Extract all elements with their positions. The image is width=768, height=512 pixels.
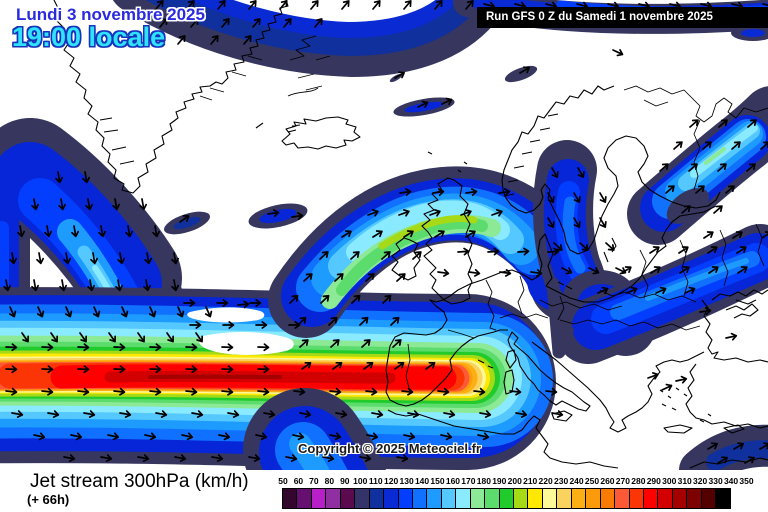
date-title: Lundi 3 novembre 2025	[16, 5, 205, 24]
scale-swatch-60	[296, 488, 312, 509]
scale-tick-270: 270	[615, 476, 630, 486]
forecast-step-label: (+ 66h)	[27, 492, 70, 507]
scale-tick-350: 350	[739, 476, 754, 486]
scale-tick-330: 330	[708, 476, 723, 486]
parameter-title: Jet stream 300hPa (km/h)	[30, 471, 249, 492]
scale-tick-150: 150	[430, 476, 445, 486]
ireland-coastline	[391, 237, 421, 281]
scale-swatch-230	[541, 488, 558, 509]
model-run-label: Run GFS 0 Z du Samedi 1 novembre 2025	[477, 7, 768, 28]
scale-tick-280: 280	[631, 476, 646, 486]
scale-tick-260: 260	[600, 476, 615, 486]
scale-tick-110: 110	[368, 476, 383, 486]
scale-swatch-120	[383, 488, 399, 509]
scale-swatch-350	[715, 488, 731, 509]
scale-swatch-300	[642, 488, 659, 509]
scale-swatch-280	[614, 488, 630, 509]
scale-tick-300: 300	[662, 476, 677, 486]
iceland-coastline	[281, 116, 361, 150]
aegean-islands	[659, 387, 745, 434]
scale-swatch-310	[657, 488, 673, 509]
scale-swatch-270	[599, 488, 616, 509]
scale-swatch-110	[368, 488, 385, 509]
scale-tick-120: 120	[384, 476, 399, 486]
scale-tick-230: 230	[554, 476, 569, 486]
scale-swatch-330	[686, 488, 702, 509]
denmark-islands	[557, 237, 617, 290]
scale-tick-70: 70	[309, 476, 319, 486]
scale-swatch-290	[628, 488, 644, 509]
scale-swatch-250	[570, 488, 587, 509]
scale-swatch-180	[469, 488, 486, 509]
scale-swatch-220	[527, 488, 543, 509]
local-time-title: 19:00 locale	[12, 22, 166, 52]
scale-tick-290: 290	[646, 476, 661, 486]
scale-tick-80: 80	[324, 476, 335, 486]
copyright-watermark: Copyright © 2025 Meteociel.fr	[298, 441, 481, 456]
scale-tick-160: 160	[445, 476, 461, 486]
scale-tick-220: 220	[538, 476, 553, 486]
scale-tick-190: 190	[492, 476, 507, 486]
scale-swatch-210	[513, 488, 529, 509]
jet-band-gaps	[187, 307, 294, 355]
scale-swatch-190	[484, 488, 500, 509]
turkey-coastline	[685, 363, 768, 429]
scale-swatch-50	[282, 488, 298, 509]
speed-scale-labels: 50 60 70 80 90 100 110 120 130 140 150 160 170 180 190…	[0, 476, 768, 486]
scandinavia-coastline	[501, 85, 721, 255]
north-africa-coastline	[387, 409, 768, 469]
scale-swatch-260	[585, 488, 601, 509]
scale-swatch-80	[325, 488, 341, 509]
scale-swatch-150	[426, 488, 442, 509]
scale-swatch-340	[700, 488, 717, 509]
scale-swatch-200	[498, 488, 514, 509]
scale-swatch-170	[455, 488, 471, 509]
scale-tick-140: 140	[414, 476, 430, 486]
scale-swatch-140	[411, 488, 428, 509]
scale-tick-200: 200	[507, 476, 522, 486]
scale-tick-60: 60	[293, 476, 304, 486]
scale-swatch-130	[397, 488, 413, 509]
scale-tick-170: 170	[461, 476, 476, 486]
faroe-islands	[427, 151, 468, 173]
europe-borders	[405, 85, 768, 393]
scale-tick-310: 310	[677, 476, 692, 486]
scale-swatch-90	[339, 488, 356, 509]
scale-swatch-160	[440, 488, 457, 509]
scale-swatch-320	[671, 488, 688, 509]
coastlines	[53, 0, 768, 469]
italy-coastline	[507, 331, 591, 412]
scale-tick-90: 90	[340, 476, 350, 486]
greenland-coastline	[53, 0, 289, 194]
scale-tick-240: 240	[569, 476, 584, 486]
scale-tick-180: 180	[476, 476, 491, 486]
speed-scale-colorbar	[282, 488, 731, 509]
scale-tick-320: 320	[693, 476, 708, 486]
scale-tick-250: 250	[584, 476, 600, 486]
blacksea-coastline	[701, 289, 768, 363]
scale-tick-210: 210	[523, 476, 538, 486]
uk-coastline	[421, 177, 473, 305]
baltic-south-coastline	[385, 205, 717, 407]
balkans-greece-coastline	[531, 341, 705, 433]
scale-swatch-240	[556, 488, 572, 509]
scale-tick-130: 130	[399, 476, 414, 486]
scale-tick-100: 100	[353, 476, 368, 486]
norway-fjords	[503, 113, 559, 197]
greenland-fjords	[99, 35, 331, 165]
scale-swatch-70	[310, 488, 327, 509]
scale-swatch-100	[354, 488, 370, 509]
jan-mayen	[255, 122, 264, 129]
scale-tick-50: 50	[278, 476, 288, 486]
scale-tick-340: 340	[723, 476, 739, 486]
